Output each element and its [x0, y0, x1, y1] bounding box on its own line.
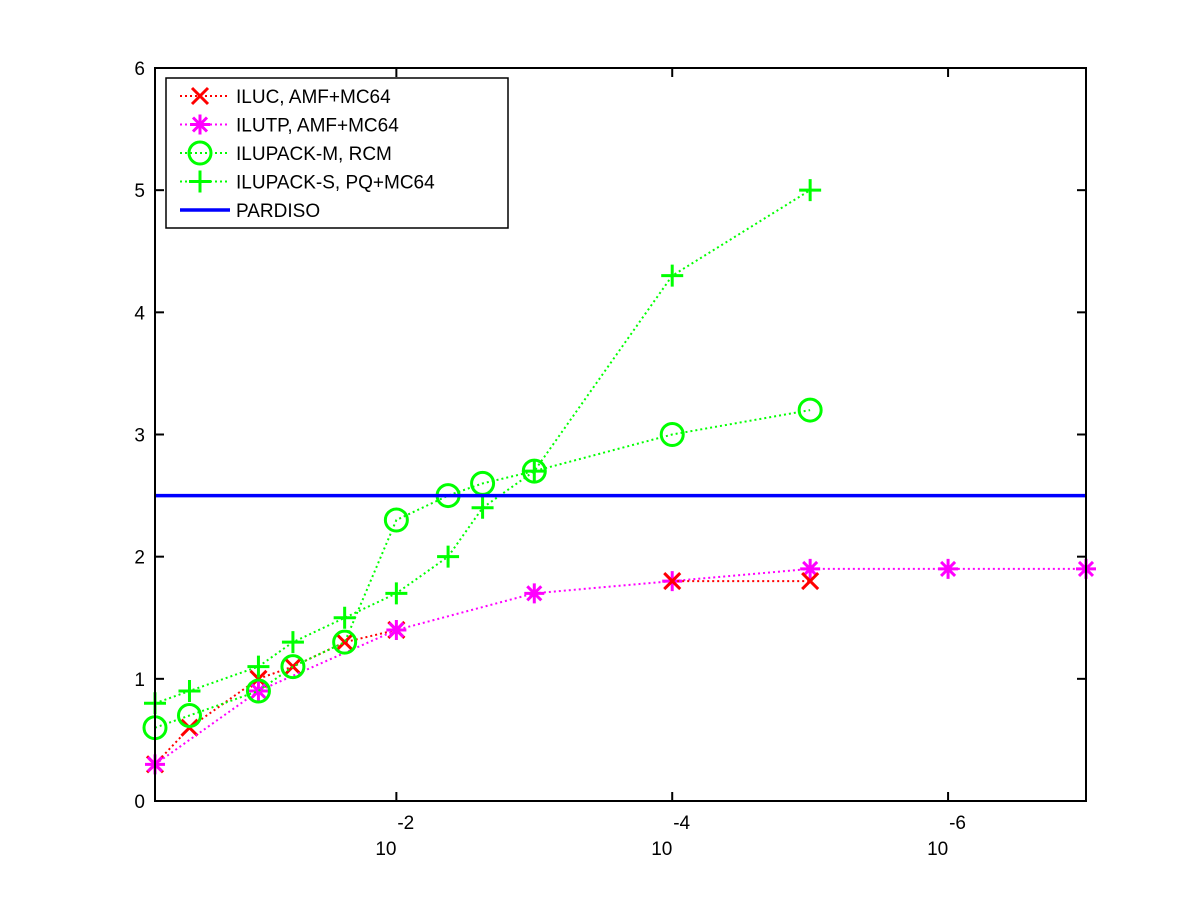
legend-marker-1: [190, 114, 210, 135]
series-2: [663, 572, 820, 591]
data-point-1-3: [524, 583, 545, 604]
legend-label-4: PARDISO: [236, 201, 320, 222]
legend-label-2: ILUPACK-M, RCM: [236, 144, 392, 165]
data-point-3-10: [797, 397, 823, 423]
data-point-1-2: [386, 619, 407, 640]
legend-item-1: ILUTP, AMF+MC64: [180, 114, 399, 137]
data-point-1-1: [248, 681, 269, 702]
data-point-2-0: [663, 572, 682, 591]
legend-item-4: PARDISO: [180, 201, 320, 222]
legend-label-0: ILUC, AMF+MC64: [236, 87, 391, 108]
data-point-4-5: [385, 582, 408, 605]
series-line-3: [154, 409, 811, 729]
y-tick-label-2: 2: [134, 548, 145, 569]
y-tick-label-0: 0: [134, 792, 145, 813]
legend-marker-2: [187, 140, 213, 166]
data-point-3-1: [176, 702, 202, 728]
x-tick-label-exponent-0: -2: [397, 813, 414, 834]
x-tick-label-exponent-1: -4: [673, 813, 690, 834]
legend: ILUC, AMF+MC64 ILUTP, AMF+MC64 ILUPACK-M, …: [165, 77, 509, 229]
y-tick-label-5: 5: [134, 181, 145, 202]
data-point-4-7: [471, 496, 494, 519]
legend-marker-3: [189, 170, 211, 193]
data-point-4-6: [437, 545, 460, 568]
data-point-1-5: [800, 558, 821, 579]
legend-box: [165, 77, 509, 229]
legend-item-0: ILUC, AMF+MC64: [180, 86, 391, 108]
x-tick-label-exponent-2: -6: [949, 813, 966, 834]
data-point-4-2: [247, 655, 270, 678]
legend-item-3: ILUPACK-S, PQ+MC64: [180, 170, 435, 194]
y-tick-label-4: 4: [134, 303, 145, 324]
data-point-4-8: [523, 460, 546, 483]
legend-label-1: ILUTP, AMF+MC64: [236, 116, 399, 137]
x-tick-label-base-2: 10: [927, 839, 948, 860]
series-4: [144, 179, 822, 715]
x-tick-label-base-0: 10: [375, 839, 396, 860]
data-point-3-9: [659, 422, 685, 447]
data-point-3-4: [332, 629, 358, 655]
data-point-3-3: [280, 654, 306, 680]
data-point-4-3: [281, 631, 304, 654]
legend-item-2: ILUPACK-M, RCM: [180, 140, 392, 166]
data-point-2-1: [801, 572, 820, 591]
data-point-4-9: [661, 264, 684, 287]
data-point-4-4: [333, 606, 356, 629]
data-point-4-10: [799, 179, 822, 202]
data-point-3-5: [383, 507, 409, 533]
y-tick-label-1: 1: [134, 670, 145, 691]
data-point-3-2: [245, 678, 271, 704]
legend-marker-0: [190, 86, 210, 106]
y-tick-label-6: 6: [134, 59, 145, 80]
data-point-0-4: [335, 633, 354, 652]
x-tick-label-base-1: 10: [651, 839, 672, 860]
series-line-1: [154, 567, 1086, 766]
legend-label-3: ILUPACK-S, PQ+MC64: [236, 173, 435, 194]
series-layer: [142, 179, 1096, 775]
data-point-4-1: [178, 680, 201, 703]
data-point-1-6: [938, 558, 959, 579]
y-tick-label-3: 3: [134, 426, 145, 447]
